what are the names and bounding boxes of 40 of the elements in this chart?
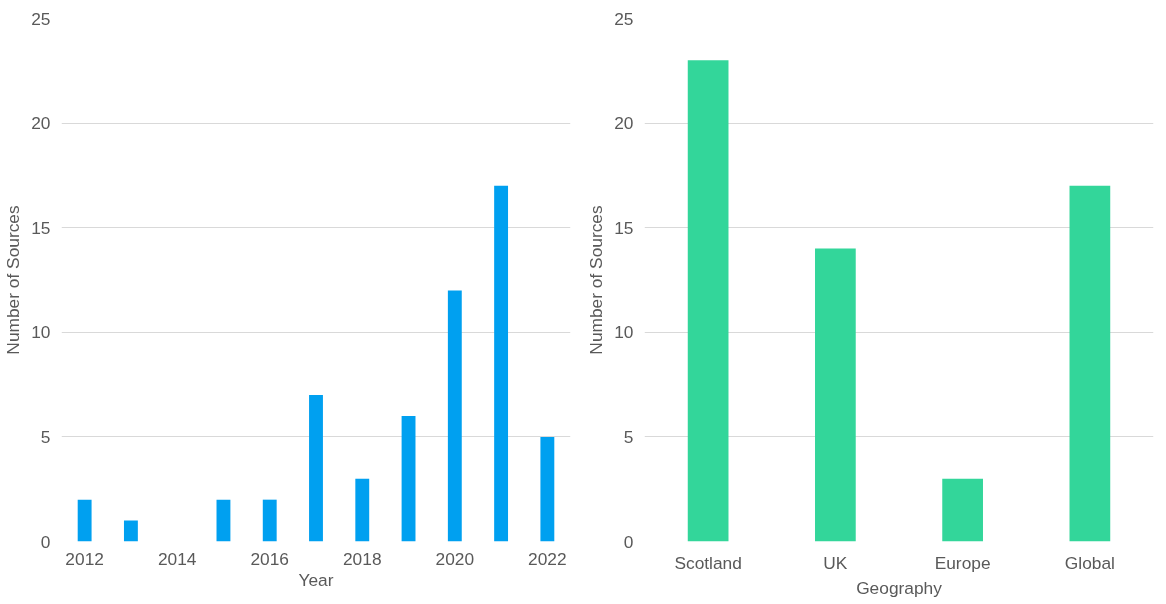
bar [309,395,323,542]
y-tick-label: 25 [614,8,634,29]
x-tick-label: 2016 [250,548,290,569]
y-tick-label: 20 [614,113,634,134]
y-tick-label: 20 [31,113,51,134]
bar [77,499,92,542]
y-tick-label: 5 [40,426,51,447]
bar [942,478,983,542]
x-tick-label: 2014 [157,548,197,569]
x-tick-label: Europe [934,552,991,573]
x-tick-label: 2020 [435,548,475,569]
y-axis-title: Number of Sources [3,205,24,355]
bar [216,499,231,542]
y-tick-label: 10 [31,322,51,343]
x-tick-label: Global [1064,552,1115,573]
bar [815,248,856,542]
y-tick-label: 10 [614,322,634,343]
y-tick-label: 15 [614,217,634,238]
bar [494,185,509,542]
y-axis-title: Number of Sources [586,205,607,355]
x-tick-label: 2018 [343,548,382,569]
y-tick-label: 15 [31,217,51,238]
bar [447,290,462,542]
y-tick-label: 0 [623,531,634,552]
x-tick-label: UK [823,552,848,573]
y-tick-label: 0 [40,531,51,552]
y-tick-label: 25 [31,8,51,29]
bar [687,60,729,542]
x-tick-label: 2022 [528,548,567,569]
bar [401,415,416,542]
bar [262,499,277,542]
bar [540,436,555,542]
x-tick-label: Scotland [674,552,742,573]
bar [1069,185,1111,542]
x-axis-title: Year [298,569,334,590]
y-tick-label: 5 [623,426,634,447]
x-tick-label: 2012 [65,548,104,569]
bar [355,478,370,542]
x-axis-title: Geography [856,577,943,598]
bar [123,520,138,542]
